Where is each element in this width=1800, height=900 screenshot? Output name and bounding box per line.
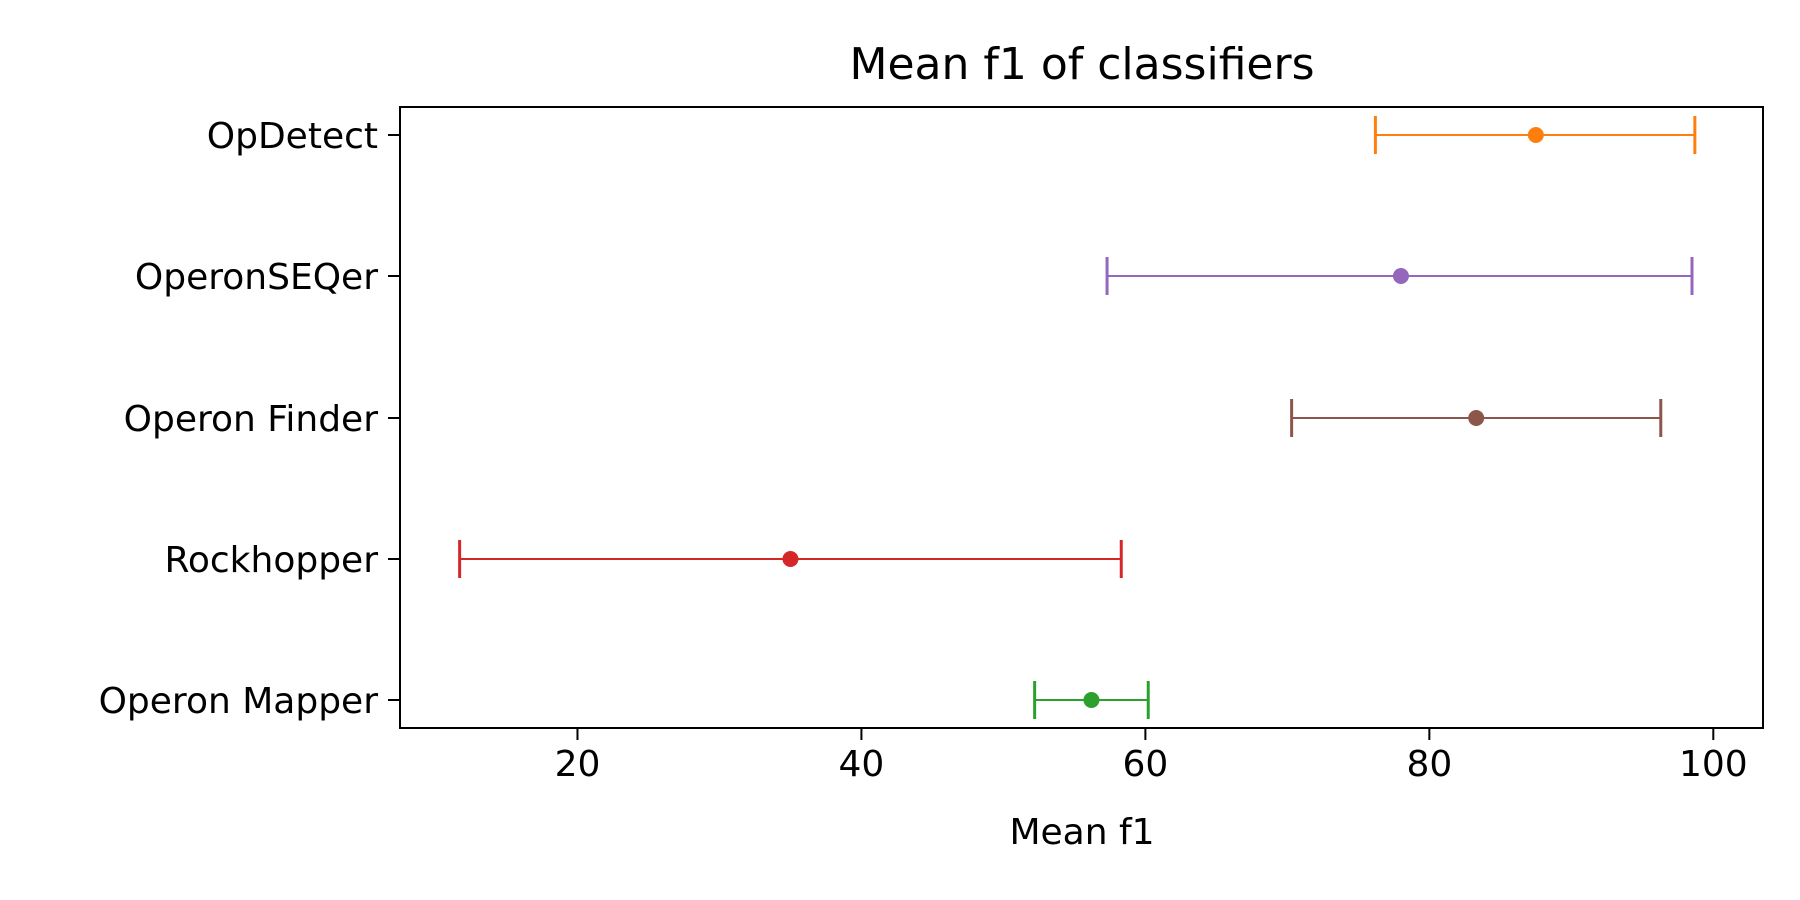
x-axis: 20 40 60 80 100 [555, 728, 1748, 785]
mean-point [1468, 410, 1485, 426]
errorbar-rockhopper [458, 540, 1123, 578]
x-axis-label: Mean f1 [1009, 812, 1154, 853]
mean-point [1527, 127, 1544, 143]
x-tick-label: 40 [839, 744, 885, 785]
x-tick-label: 60 [1122, 744, 1168, 785]
y-tick-label: Rockhopper [164, 540, 378, 581]
chart-title: Mean f1 of classifiers [850, 39, 1315, 90]
mean-point [1392, 268, 1409, 284]
y-tick-label: OpDetect [207, 116, 378, 157]
y-tick-label: Operon Finder [124, 399, 379, 440]
x-tick-label: 20 [555, 744, 601, 785]
y-tick-label: Operon Mapper [99, 681, 379, 722]
x-tick-label: 80 [1406, 744, 1452, 785]
errorbar-operonseqer [1105, 257, 1694, 295]
mean-point [782, 551, 799, 567]
y-tick-label: OperonSEQer [135, 257, 378, 298]
plot-area [458, 116, 1697, 719]
mean-point [1083, 692, 1100, 708]
y-axis: OpDetect OperonSEQer Operon Finder Rockhopp… [99, 116, 400, 722]
x-tick-label: 100 [1679, 744, 1748, 785]
errorbar-operon-finder [1290, 399, 1663, 437]
errorbar-operon-mapper [1033, 681, 1150, 719]
errorbar-opdetect [1373, 116, 1697, 154]
